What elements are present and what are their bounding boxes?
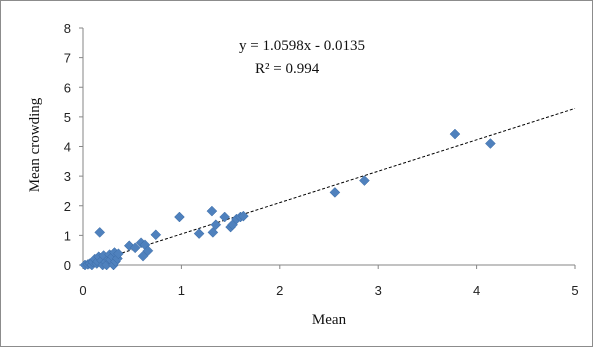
x-axis-title: Mean	[312, 312, 347, 328]
data-point	[359, 175, 370, 186]
x-tick-label: 3	[375, 283, 382, 298]
r-squared-label: R² = 0.994	[255, 61, 320, 77]
x-tick-label: 5	[571, 283, 578, 298]
data-point	[238, 210, 249, 222]
data-point	[206, 205, 218, 217]
data-point	[219, 211, 231, 223]
data-point	[193, 228, 205, 239]
data-point	[150, 229, 162, 241]
y-tick-label: 0	[64, 258, 71, 273]
x-tick-label: 1	[178, 283, 185, 298]
y-tick-label: 7	[64, 51, 71, 66]
data-point	[485, 138, 496, 149]
x-tick-label: 4	[473, 283, 480, 298]
data-point	[207, 227, 219, 238]
y-tick-label: 1	[64, 228, 71, 243]
y-tick-label: 3	[64, 169, 71, 184]
x-tick-label: 2	[276, 283, 283, 298]
y-tick-label: 5	[64, 110, 71, 125]
data-point	[112, 253, 123, 264]
y-tick-label: 2	[64, 199, 71, 214]
y-tick-label: 4	[64, 140, 71, 155]
data-point	[449, 128, 461, 140]
data-point	[174, 211, 185, 223]
y-tick-label: 8	[64, 21, 71, 36]
trendline-equation: y = 1.0598x - 0.0135	[239, 38, 365, 54]
y-ticks: 0 1 2 3 4 5 6 7 8	[64, 21, 83, 273]
x-tick-label: 0	[79, 283, 86, 298]
y-axis-title: Mean crowding	[27, 97, 43, 192]
data-point	[94, 227, 106, 238]
data-point	[113, 248, 124, 260]
trendline	[83, 107, 576, 266]
data-point	[329, 187, 341, 198]
data-points	[79, 128, 496, 271]
axes: 0 1 2 3 4 5 6 7 8 0 1 2 3 4 5	[64, 21, 579, 298]
data-point	[129, 242, 141, 254]
data-point	[210, 219, 222, 231]
y-tick-label: 6	[64, 80, 71, 95]
x-ticks: 0 1 2 3 4 5	[79, 265, 579, 298]
data-point	[142, 245, 154, 257]
